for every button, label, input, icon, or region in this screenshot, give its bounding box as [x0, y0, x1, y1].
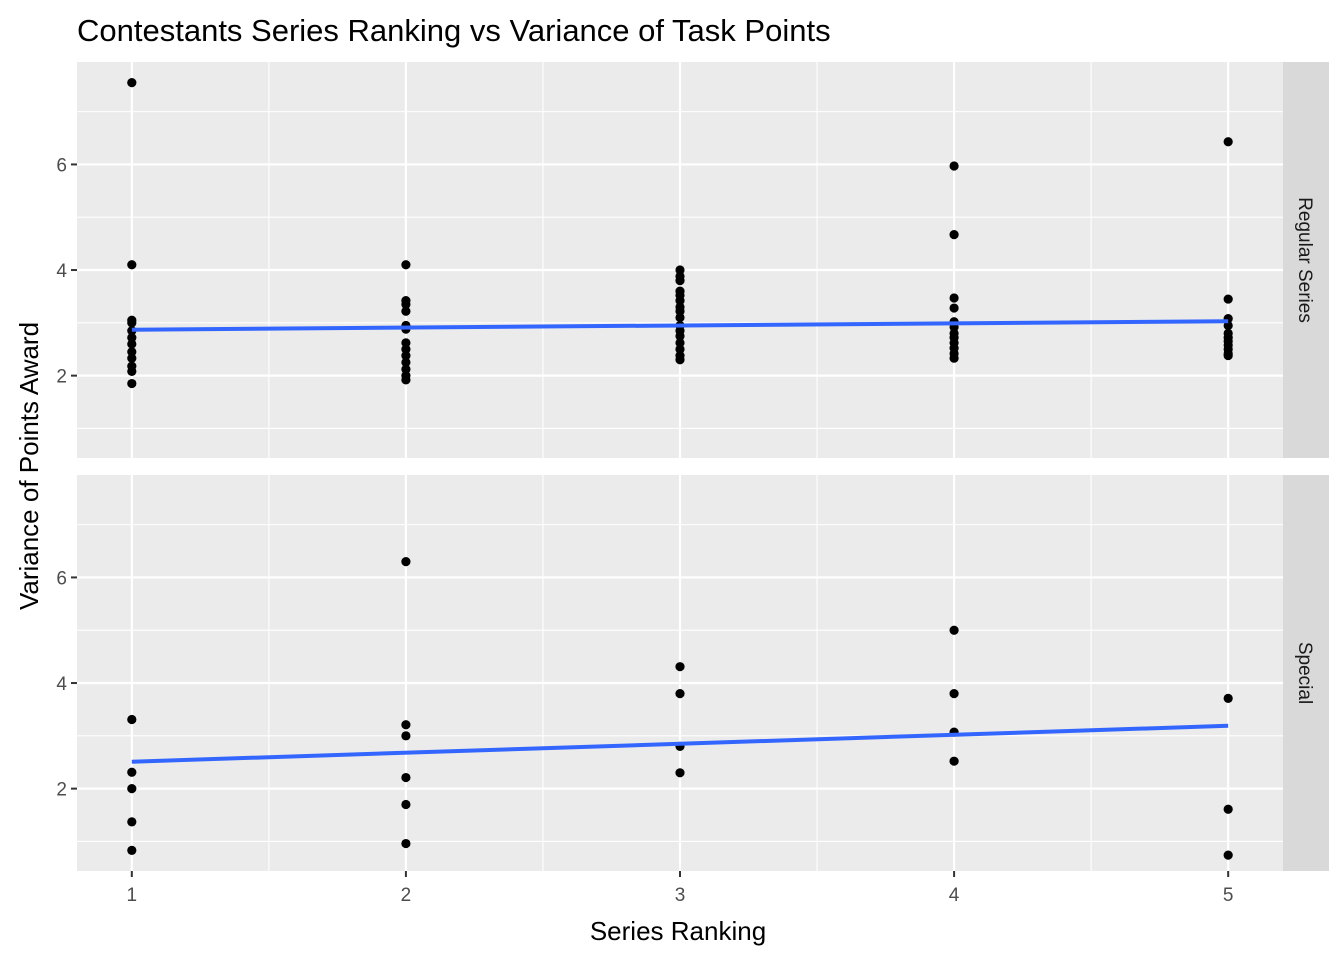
data-point — [949, 293, 959, 303]
data-point — [1223, 693, 1233, 703]
data-point — [127, 714, 137, 725]
data-point — [1223, 350, 1233, 361]
data-point — [675, 275, 685, 286]
y-tick-label: 6 — [56, 568, 67, 589]
data-point — [1223, 804, 1233, 814]
y-axis-title: Variance of Points Award — [14, 322, 44, 610]
trend-line — [131, 723, 1229, 764]
data-point — [949, 230, 959, 240]
data-point — [127, 784, 137, 794]
data-point — [401, 344, 411, 354]
x-axis-title: Series Ranking — [590, 916, 766, 946]
facet-strip-label: Special — [1294, 642, 1315, 704]
facet-strip-label: Regular Series — [1294, 197, 1315, 323]
y-tick-label: 4 — [56, 261, 67, 282]
data-point — [401, 364, 411, 374]
data-point — [401, 260, 411, 270]
data-point — [127, 845, 137, 856]
data-point — [949, 756, 959, 766]
data-point — [401, 299, 411, 309]
data-point — [401, 556, 411, 567]
y-tick-label: 4 — [56, 674, 67, 695]
x-tick-label: 1 — [127, 885, 138, 906]
data-point — [127, 77, 137, 88]
data-point — [127, 318, 137, 328]
x-tick-label: 5 — [1223, 885, 1234, 906]
data-point — [675, 312, 685, 323]
data-point — [675, 265, 685, 275]
data-point — [675, 355, 685, 365]
y-tick-label: 6 — [56, 155, 67, 176]
data-point — [401, 772, 411, 783]
data-point — [675, 306, 685, 316]
x-tick-label: 3 — [675, 885, 686, 906]
x-tick-label: 4 — [949, 885, 960, 906]
data-point — [401, 357, 411, 368]
data-point — [401, 799, 411, 810]
data-point — [127, 353, 137, 363]
data-point — [401, 338, 411, 348]
data-point — [127, 817, 137, 827]
data-point — [949, 688, 959, 699]
x-axis: 1 2 3 4 5 — [127, 871, 1234, 906]
facet-panels: 2 4 6 Regular Series 2 4 6 Special — [56, 62, 1329, 871]
data-point — [1223, 294, 1233, 304]
data-point — [127, 333, 137, 343]
x-tick-label: 2 — [401, 885, 412, 906]
data-point — [1223, 137, 1233, 147]
data-point — [401, 731, 411, 741]
facet-strip — [1283, 62, 1329, 458]
data-point — [401, 838, 411, 849]
data-point — [127, 366, 137, 377]
y-tick-label: 2 — [56, 780, 67, 801]
trend-line — [131, 319, 1229, 332]
data-point — [127, 260, 137, 270]
data-point — [675, 344, 685, 354]
data-point — [949, 303, 959, 313]
facet-panel: 2 4 6 Special — [56, 475, 1329, 871]
data-point — [675, 662, 685, 672]
data-point — [401, 350, 411, 361]
facet-strip — [1283, 475, 1329, 871]
data-point — [675, 296, 685, 306]
data-point — [949, 161, 959, 171]
data-point — [675, 338, 685, 348]
data-point — [127, 378, 137, 389]
data-point — [675, 331, 685, 341]
data-point — [127, 339, 137, 349]
data-point — [127, 767, 137, 777]
data-point — [401, 375, 411, 385]
data-point — [127, 347, 137, 357]
chart-title: Contestants Series Ranking vs Variance o… — [77, 13, 831, 48]
data-point — [401, 720, 411, 730]
facet-panel: 2 4 6 Regular Series — [56, 62, 1329, 458]
data-point — [949, 353, 959, 363]
data-point — [401, 306, 411, 316]
y-tick-label: 2 — [56, 367, 67, 388]
data-point — [949, 625, 959, 635]
data-point — [1223, 850, 1233, 860]
data-point — [675, 688, 685, 699]
data-point — [675, 768, 685, 778]
